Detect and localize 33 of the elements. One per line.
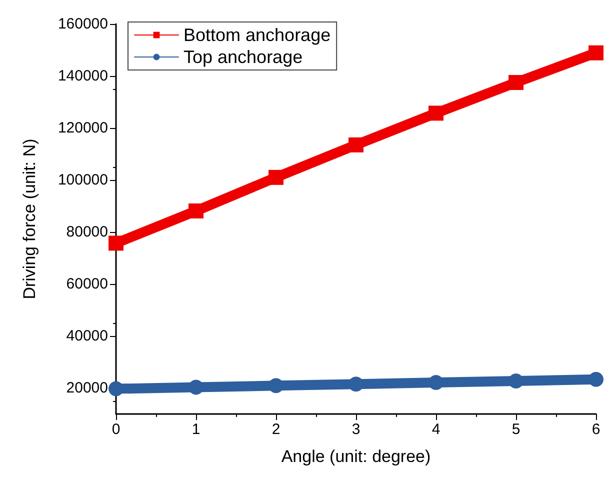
x-tick-label: 5 [512,421,520,438]
point [108,236,124,251]
y-axis-title: Driving force (unit: N) [20,138,39,300]
y-tick-label: 60000 [66,276,108,292]
point [348,137,364,152]
x-tick-label: 1 [192,421,200,438]
y-tick-label: 100000 [58,172,108,188]
y-tick-label: 160000 [58,16,108,32]
point [188,380,204,395]
y-tick-label: 140000 [58,68,108,84]
y-tick-label: 20000 [66,380,108,396]
legend-label: Top anchorage [184,47,303,67]
x-tick-label: 0 [112,421,120,438]
point [188,203,204,218]
x-tick-label: 2 [272,421,280,438]
point [428,106,444,121]
point [508,373,524,388]
point [268,378,284,394]
point [588,372,604,387]
x-tick-label: 4 [432,421,440,438]
point [108,381,124,396]
x-tick-label: 6 [592,421,600,438]
y-tick-label: 40000 [66,328,108,344]
x-axis-title: Angle (unit: degree) [281,447,431,466]
point [588,45,604,60]
point [428,375,444,390]
y-tick-label: 120000 [58,120,108,136]
point [348,376,364,392]
point [508,75,524,90]
point [268,170,284,185]
legend-label: Bottom anchorage [184,25,331,45]
x-tick-label: 3 [352,421,360,438]
y-tick-label: 80000 [66,224,108,240]
